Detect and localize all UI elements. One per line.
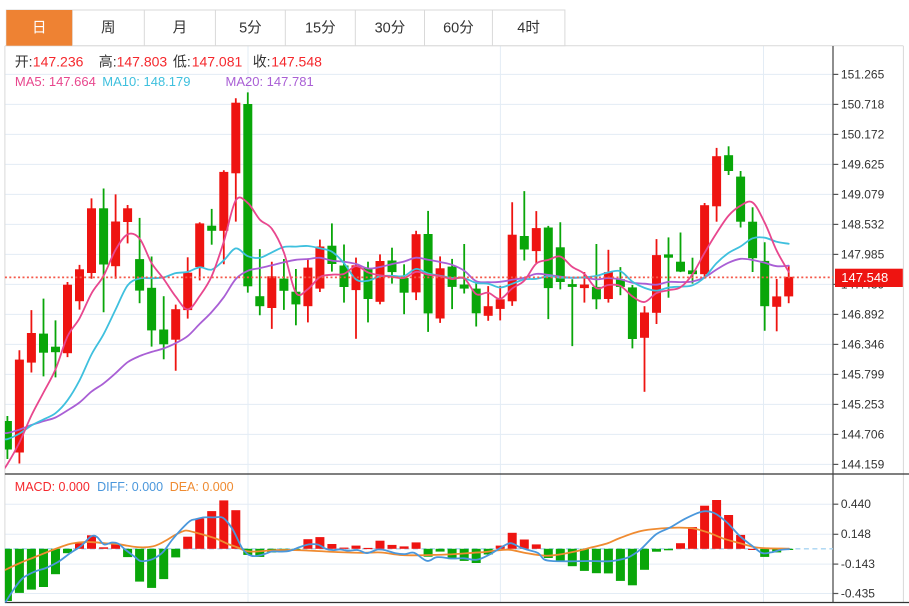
svg-text:日: 日 [32, 21, 47, 37]
svg-text:150.172: 150.172 [841, 127, 885, 141]
svg-text:DEA: 0.000: DEA: 0.000 [170, 480, 234, 494]
svg-text:145.253: 145.253 [841, 397, 885, 411]
svg-text:MA5: 147.664: MA5: 147.664 [15, 74, 96, 89]
svg-text:145.799: 145.799 [841, 367, 885, 381]
svg-text:0.440: 0.440 [841, 497, 871, 511]
svg-text:周: 周 [101, 21, 116, 37]
svg-text:147.548: 147.548 [841, 270, 888, 285]
svg-text:开:: 开: [15, 53, 33, 69]
svg-text:MA20: 147.781: MA20: 147.781 [226, 74, 314, 89]
svg-text:147.985: 147.985 [841, 247, 885, 261]
svg-text:149.079: 149.079 [841, 187, 885, 201]
svg-text:15分: 15分 [305, 20, 336, 37]
svg-text:低:: 低: [173, 53, 191, 69]
svg-text:146.346: 146.346 [841, 337, 885, 351]
svg-text:147.236: 147.236 [33, 53, 84, 69]
svg-text:30分: 30分 [375, 20, 406, 37]
svg-text:DIFF: 0.000: DIFF: 0.000 [97, 480, 163, 494]
svg-text:月: 月 [173, 21, 188, 37]
svg-text:-0.143: -0.143 [841, 557, 875, 571]
svg-text:0.148: 0.148 [841, 527, 871, 541]
svg-text:MACD: 0.000: MACD: 0.000 [15, 480, 90, 494]
svg-text:-0.435: -0.435 [841, 586, 875, 600]
svg-text:收:: 收: [253, 53, 271, 69]
svg-text:147.803: 147.803 [117, 53, 168, 69]
svg-text:5分: 5分 [239, 20, 262, 37]
svg-text:60分: 60分 [443, 20, 474, 37]
svg-text:150.718: 150.718 [841, 97, 885, 111]
svg-text:149.625: 149.625 [841, 157, 885, 171]
svg-text:144.159: 144.159 [841, 457, 885, 471]
svg-text:151.265: 151.265 [841, 67, 885, 81]
svg-text:高:: 高: [99, 53, 117, 69]
svg-text:147.081: 147.081 [192, 53, 243, 69]
svg-text:144.706: 144.706 [841, 427, 885, 441]
svg-text:4时: 4时 [517, 20, 540, 37]
svg-text:146.892: 146.892 [841, 307, 885, 321]
svg-text:147.548: 147.548 [271, 53, 322, 69]
svg-text:MA10: 148.179: MA10: 148.179 [102, 74, 190, 89]
svg-text:148.532: 148.532 [841, 217, 885, 231]
